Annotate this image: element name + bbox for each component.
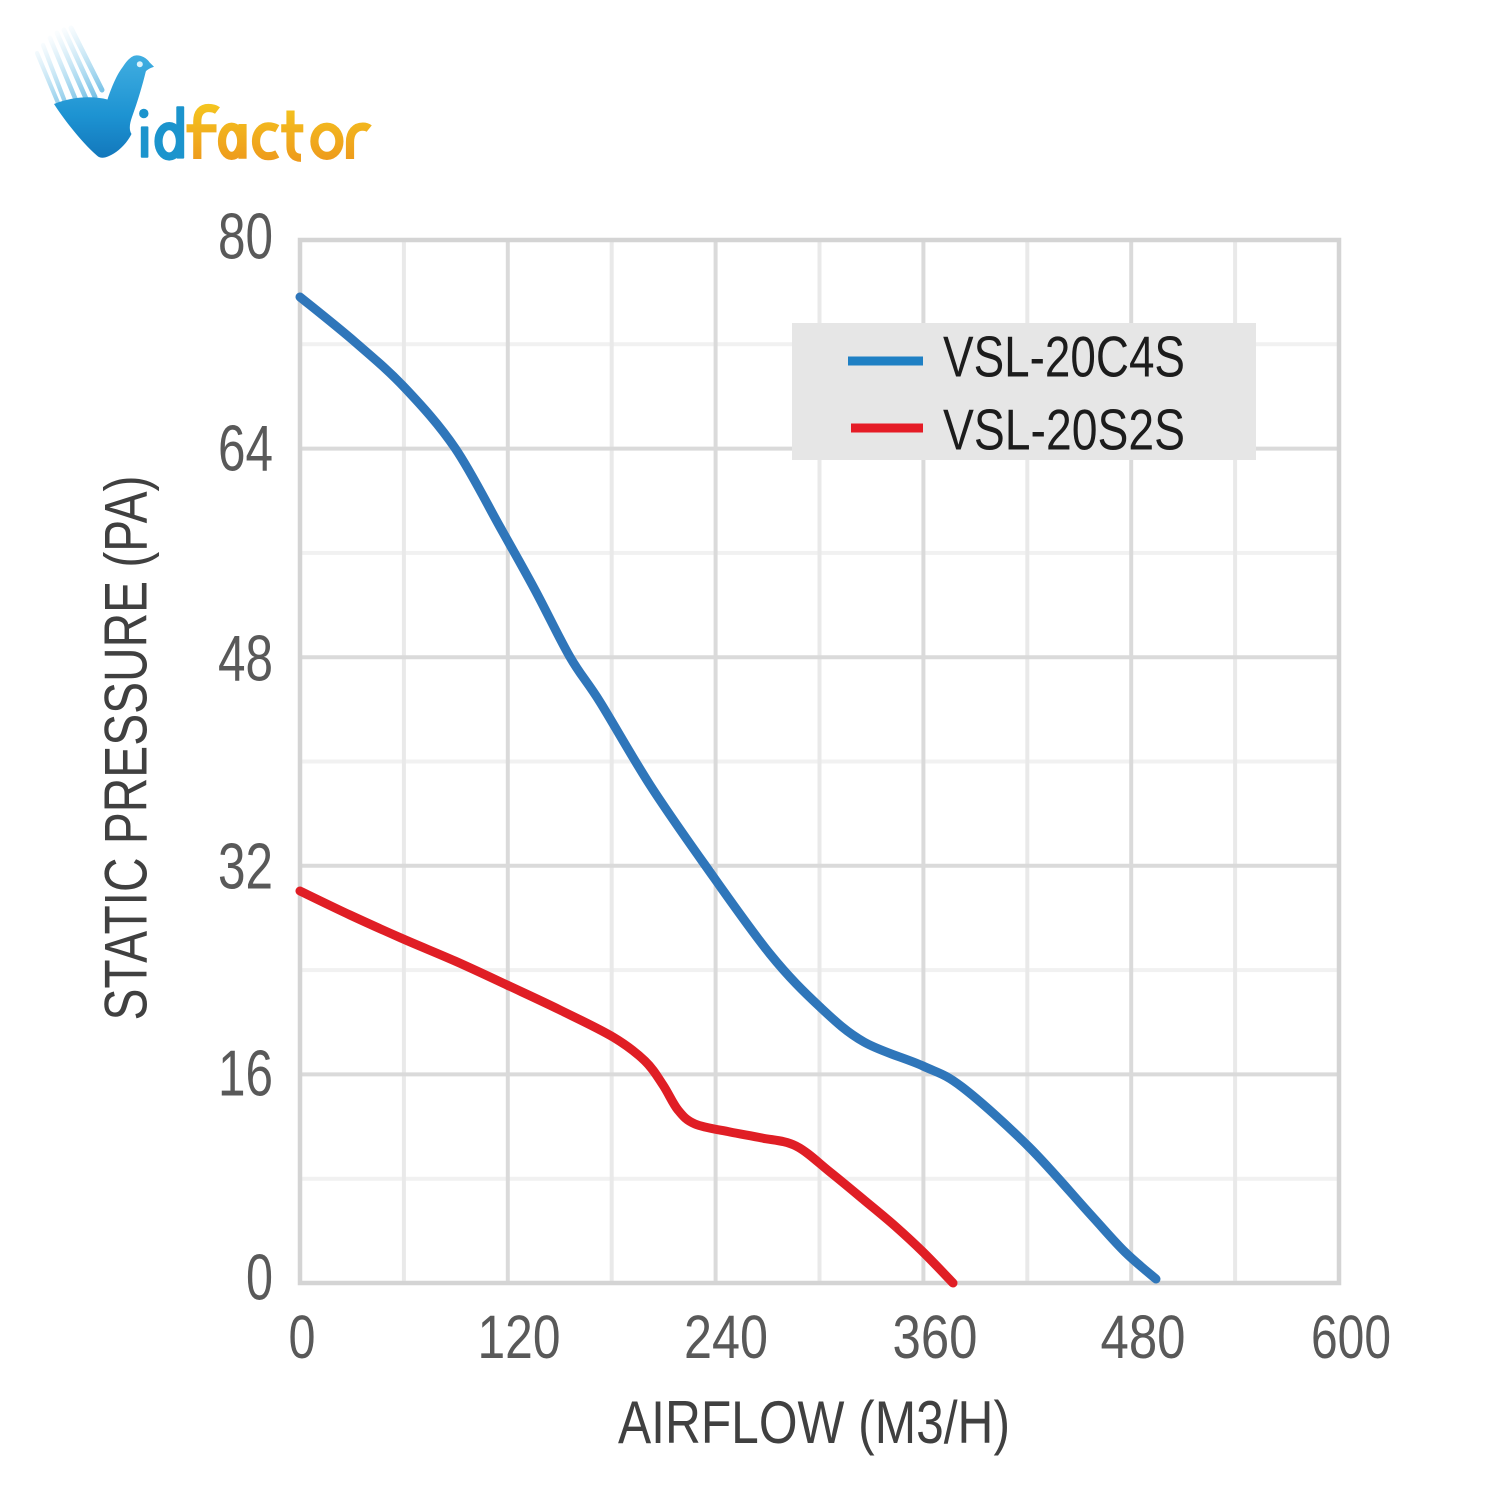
svg-text:VSL-20S2S: VSL-20S2S [943, 399, 1185, 463]
svg-text:VSL-20C4S: VSL-20C4S [943, 326, 1185, 390]
svg-text:0: 0 [246, 1241, 273, 1314]
svg-text:360: 360 [893, 1303, 978, 1371]
svg-text:STATIC PRESSURE (PA): STATIC PRESSURE (PA) [93, 476, 160, 1021]
svg-text:32: 32 [218, 830, 273, 903]
svg-text:120: 120 [478, 1303, 561, 1371]
svg-text:80: 80 [218, 200, 273, 273]
svg-text:48: 48 [218, 622, 273, 695]
svg-text:0: 0 [289, 1303, 316, 1371]
svg-text:AIRFLOW (M3/H): AIRFLOW (M3/H) [618, 1389, 1010, 1456]
svg-text:240: 240 [684, 1303, 768, 1371]
svg-text:64: 64 [218, 412, 273, 485]
svg-text:600: 600 [1311, 1303, 1391, 1371]
svg-text:16: 16 [218, 1037, 273, 1110]
svg-text:480: 480 [1101, 1303, 1186, 1371]
